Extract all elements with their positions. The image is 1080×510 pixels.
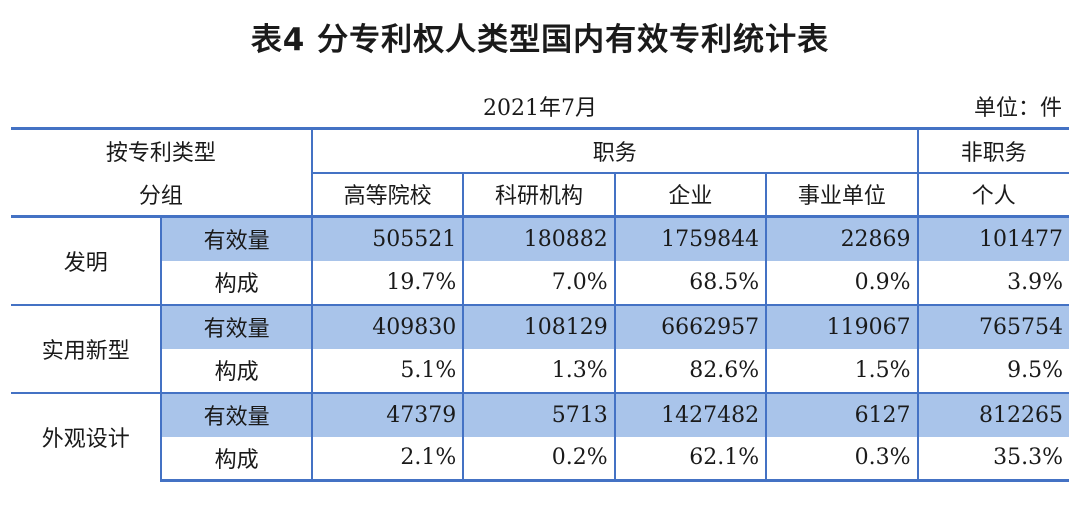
table-row: 构成 19.7% 7.0% 68.5% 0.9% 3.9% [11, 260, 1069, 305]
table-cell: 22869 [766, 216, 919, 261]
row-label: 有效量 [161, 216, 313, 261]
group-name: 外观设计 [11, 391, 163, 481]
table-cell: 6127 [766, 391, 919, 437]
table-cell: 180882 [463, 216, 616, 261]
unit-label: 单位：件 [973, 96, 1062, 121]
table-cell: 409830 [311, 303, 465, 349]
table-cell: 5713 [463, 391, 616, 437]
table-cell: 812265 [917, 391, 1069, 437]
group-name: 发明 [11, 216, 163, 305]
service-header: 职务 [311, 127, 919, 174]
table-cell: 0.2% [463, 436, 616, 482]
table-cell: 5.1% [311, 348, 465, 393]
table-cell: 505521 [311, 216, 465, 261]
column-header: 事业单位 [766, 172, 919, 218]
table-cell: 68.5% [614, 260, 768, 305]
table-cell: 82.6% [614, 348, 768, 393]
table-cell: 19.7% [311, 260, 465, 305]
date-label: 2021年7月 [483, 96, 597, 121]
table-cell: 62.1% [614, 436, 768, 482]
table-cell: 9.5% [1007, 357, 1063, 383]
row-label: 构成 [161, 260, 313, 305]
table-cell: 101477 [917, 216, 1069, 261]
table-cell: 1427482 [614, 391, 768, 437]
table-row: 外观设计 有效量 47379 5713 1427482 6127 812265 [11, 391, 1069, 481]
table-cell: 1759844 [614, 216, 768, 261]
table-row: 发明 有效量 505521 180882 1759844 22869 10147… [11, 216, 1069, 305]
table-cell: 765754 [917, 303, 1069, 349]
row-label: 构成 [161, 348, 313, 393]
table-cell: 1.3% [463, 348, 616, 393]
column-header: 企业 [614, 172, 768, 218]
table-cell: 119067 [766, 303, 919, 349]
table-cell: 0.9% [766, 260, 919, 305]
column-header: 个人 [917, 172, 1069, 218]
table-row: 构成 5.1% 1.3% 82.6% 1.5% 9.5% [11, 348, 1069, 393]
table-row: 实用新型 有效量 409830 108129 6662957 119067 76… [11, 303, 1069, 393]
non-service-header: 非职务 [917, 127, 1069, 174]
patent-stats-table: 按专利类型 职务 非职务 分组 高等院校 科研机构 企业 事业单位 个人 发明 … [11, 127, 1069, 482]
table-cell: 3.9% [1007, 269, 1063, 295]
table-cell: 6662957 [614, 303, 768, 349]
table-cell: 2.1% [311, 436, 465, 482]
table-cell: 0.3% [766, 436, 919, 482]
header-row-1: 按专利类型 职务 非职务 [11, 127, 1069, 174]
table-row: 构成 2.1% 0.2% 62.1% 0.3% 35.3% [11, 436, 1069, 482]
group-label-line1: 按专利类型 [11, 127, 313, 173]
header-row-2: 分组 高等院校 科研机构 企业 事业单位 个人 [11, 172, 1069, 218]
row-label: 有效量 [161, 303, 313, 349]
table-title: 表4 分专利权人类型国内有效专利统计表 [250, 22, 830, 58]
table-cell: 7.0% [463, 260, 616, 305]
column-header: 科研机构 [463, 172, 616, 218]
row-label: 构成 [161, 436, 313, 482]
row-label: 有效量 [161, 391, 313, 437]
table-cell: 108129 [463, 303, 616, 349]
column-header: 高等院校 [311, 172, 465, 218]
group-label-line2: 分组 [11, 172, 313, 218]
table-cell: 47379 [311, 391, 465, 437]
table-cell: 1.5% [766, 348, 919, 393]
table-cell: 35.3% [917, 436, 1069, 482]
group-name: 实用新型 [11, 303, 163, 393]
